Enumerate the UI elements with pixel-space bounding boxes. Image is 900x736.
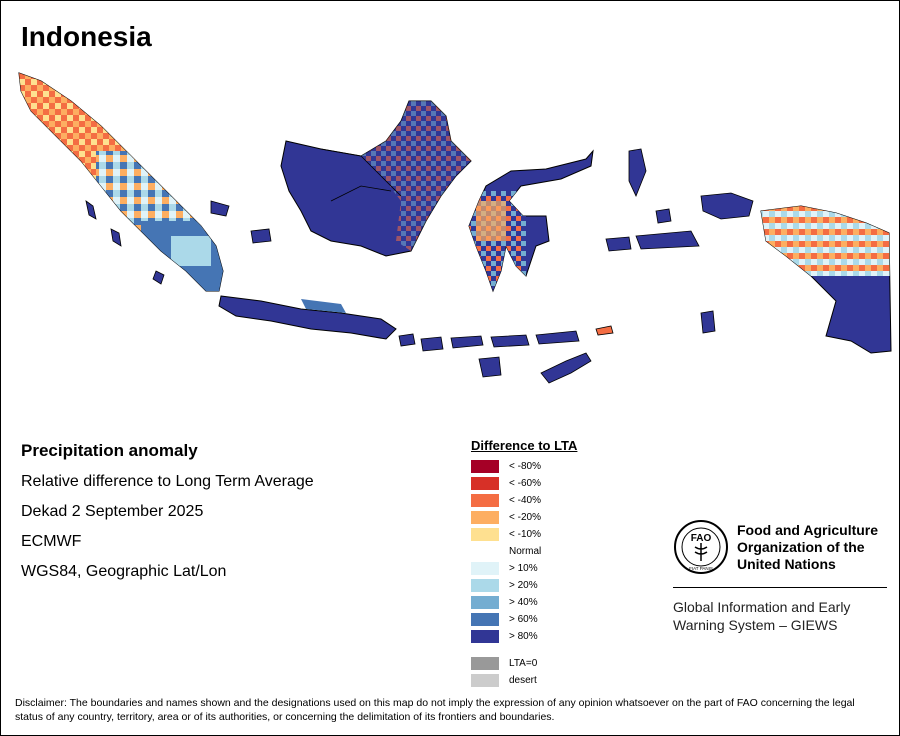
map-legend: Difference to LTA < -80% < -60% < -40% < -2… xyxy=(471,438,577,689)
legend-label: > 40% xyxy=(509,597,538,608)
map-info: Precipitation anomaly Relative differenc… xyxy=(21,441,314,593)
legend-label: < -10% xyxy=(509,529,541,540)
fao-logo-motto: FIAT PANIS xyxy=(689,566,713,571)
legend-swatch xyxy=(471,460,499,473)
legend-extra-item: desert xyxy=(471,672,577,689)
legend-items: < -80% < -60% < -40% < -20% < -10% Normal > 10… xyxy=(471,458,577,645)
legend-label: Normal xyxy=(509,546,542,557)
legend-swatch xyxy=(471,596,499,609)
legend-label: > 10% xyxy=(509,563,538,574)
fao-block: FAO FIAT PANIS Food and Agriculture Orga… xyxy=(673,519,891,634)
legend-title: Difference to LTA xyxy=(471,438,578,453)
legend-extra-item: LTA=0 xyxy=(471,655,577,672)
indonesia-map xyxy=(18,72,892,384)
legend-label: > 60% xyxy=(509,614,538,625)
legend-label: < -60% xyxy=(509,478,541,489)
legend-label: < -40% xyxy=(509,495,541,506)
legend-item: > 60% xyxy=(471,611,577,628)
legend-extra-label: desert xyxy=(509,675,537,686)
legend-swatch xyxy=(471,579,499,592)
giews-name: Global Information and Early Warning Sys… xyxy=(673,599,851,633)
legend-swatch xyxy=(471,613,499,626)
info-line-source: ECMWF xyxy=(21,533,82,550)
disclaimer-text: Disclaimer: The boundaries and names sho… xyxy=(15,697,855,723)
legend-item: Normal xyxy=(471,543,577,560)
legend-item: > 10% xyxy=(471,560,577,577)
sumatra-outer-islands xyxy=(85,200,272,285)
lesser-sunda-islands xyxy=(398,325,614,384)
legend-label: < -20% xyxy=(509,512,541,523)
info-heading: Precipitation anomaly xyxy=(21,441,198,460)
legend-extra: LTA=0 desert xyxy=(471,655,577,689)
fao-divider xyxy=(673,587,887,588)
java-island xyxy=(218,295,397,340)
legend-label: > 20% xyxy=(509,580,538,591)
fao-org-name: Food and Agriculture Organization of the… xyxy=(737,521,879,572)
maluku-islands xyxy=(605,148,716,334)
legend-label: < -80% xyxy=(509,461,541,472)
legend-item: < -80% xyxy=(471,458,577,475)
sumatra-island xyxy=(18,72,224,292)
fao-logo: FAO FIAT PANIS xyxy=(674,520,728,574)
legend-swatch xyxy=(471,545,499,558)
legend-swatch xyxy=(471,630,499,643)
legend-item: > 20% xyxy=(471,577,577,594)
legend-swatch xyxy=(471,511,499,524)
legend-extra-label: LTA=0 xyxy=(509,658,538,669)
legend-label: > 80% xyxy=(509,631,538,642)
legend-extra-swatch xyxy=(471,657,499,670)
legend-extra-swatch xyxy=(471,674,499,687)
legend-item: < -20% xyxy=(471,509,577,526)
sulawesi-island xyxy=(468,149,594,293)
legend-item: < -40% xyxy=(471,492,577,509)
fao-logo-row: FAO FIAT PANIS Food and Agriculture Orga… xyxy=(673,519,891,575)
fao-logo-letters: FAO xyxy=(691,533,712,544)
legend-item: > 40% xyxy=(471,594,577,611)
legend-item: < -60% xyxy=(471,475,577,492)
borneo-island xyxy=(280,100,472,257)
legend-item: < -10% xyxy=(471,526,577,543)
papua-island xyxy=(700,192,892,354)
legend-swatch xyxy=(471,562,499,575)
info-line-projection: WGS84, Geographic Lat/Lon xyxy=(21,563,227,580)
legend-swatch xyxy=(471,477,499,490)
legend-item: > 80% xyxy=(471,628,577,645)
info-line-description: Relative difference to Long Term Average xyxy=(21,473,314,490)
map-title: Indonesia xyxy=(21,21,152,52)
legend-swatch xyxy=(471,494,499,507)
info-line-period: Dekad 2 September 2025 xyxy=(21,503,204,520)
legend-swatch xyxy=(471,528,499,541)
